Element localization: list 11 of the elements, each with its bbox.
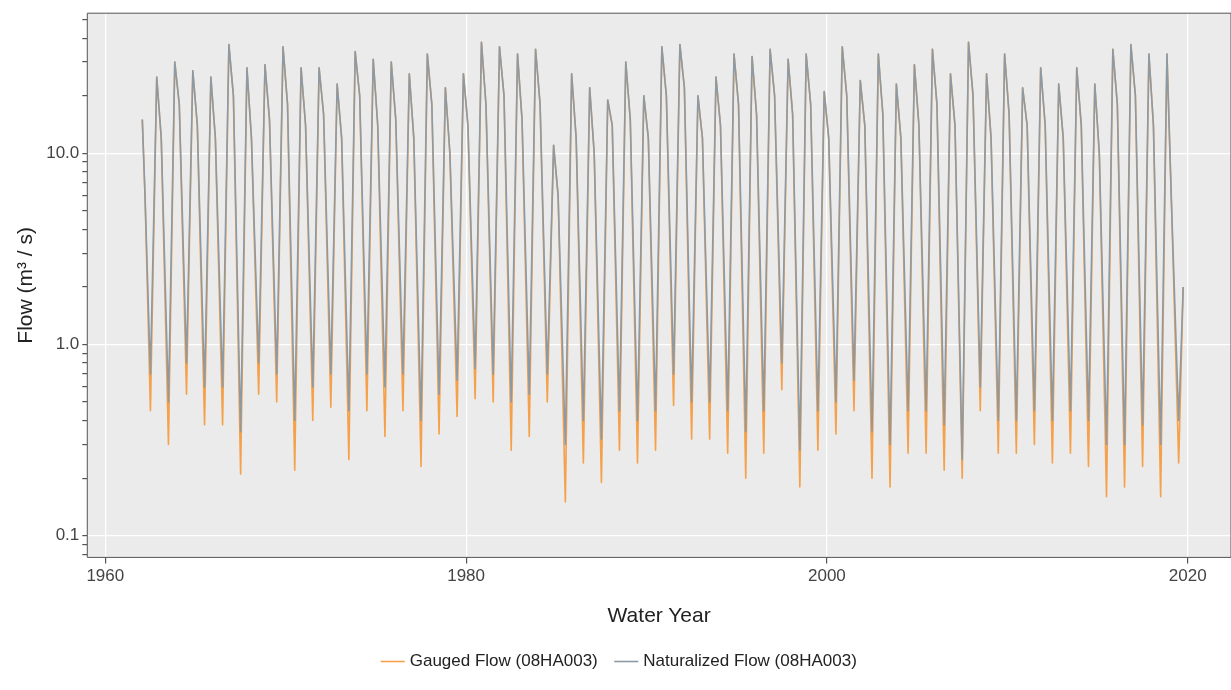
legend-label: Naturalized Flow (08HA003) <box>643 651 857 671</box>
legend-label: Gauged Flow (08HA003) <box>409 651 598 671</box>
y-tick-label: 1.0 <box>55 334 80 354</box>
y-tick-label: 10.0 <box>46 142 80 162</box>
x-tick-label: 1980 <box>447 566 486 586</box>
x-axis-title: Water Year <box>607 603 711 627</box>
x-tick-label: 2000 <box>808 566 846 586</box>
x-tick-label: 2020 <box>1168 566 1207 586</box>
y-axis-title: Flow (m³ / s) <box>13 226 37 344</box>
x-tick-label: 1960 <box>86 566 125 586</box>
y-tick-label: 0.1 <box>55 525 80 545</box>
